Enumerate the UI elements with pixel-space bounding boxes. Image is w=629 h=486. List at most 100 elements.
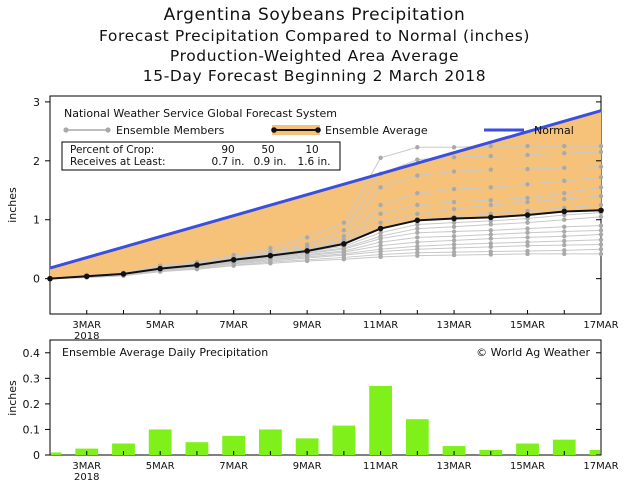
ensemble-member-point: [341, 257, 347, 262]
crop-table-row1-value-1: 90: [221, 144, 234, 156]
bottom-ytick-label: 0.1: [23, 423, 41, 436]
ensemble-member-point: [451, 224, 457, 229]
ensemble-member-point: [304, 235, 310, 240]
ensemble-member-point: [341, 220, 347, 225]
ensemble-member-point: [598, 246, 604, 252]
ensemble-member-point: [451, 238, 457, 243]
top-ytick-label: 1: [33, 214, 40, 227]
ensemble-average-point: [598, 207, 604, 214]
top-xtick-label: 7MAR: [219, 320, 248, 331]
ensemble-member-point: [562, 242, 567, 248]
daily-precip-bar: [589, 449, 600, 455]
crop-table-row1-value-3: 10: [305, 144, 318, 156]
ensemble-member-point: [415, 222, 420, 227]
legend-members-label: Ensemble Members: [116, 124, 225, 137]
ensemble-member-line: [49, 253, 601, 280]
ensemble-member-line: [49, 239, 602, 280]
crop-table: Percent of Crop: 90 50 10 Receives at Le…: [61, 141, 341, 171]
ensemble-member-point: [598, 149, 604, 155]
ensemble-member-point: [378, 236, 383, 241]
top-axis-ticks: 0 1 2 3 3MAR 5MAR 7MAR 9MAR 11MAR 13MAR 15MAR 17MAR…: [33, 96, 619, 342]
top-xtick-label: 5MAR: [146, 320, 175, 331]
ensemble-average-point: [304, 248, 310, 254]
ensemble-member-point: [451, 169, 457, 174]
ensemble-member-point: [562, 238, 567, 244]
ensemble-member-point: [415, 191, 420, 196]
ensemble-member-point: [488, 167, 493, 172]
ensemble-member-point: [451, 145, 457, 150]
top-ytick-label: 2: [33, 155, 40, 168]
ensemble-member-point: [488, 236, 493, 241]
bottom-ylabel: inches: [6, 380, 19, 416]
ensemble-member-point: [415, 211, 420, 217]
top-xtick-label: 9MAR: [293, 320, 322, 331]
ensemble-average-point: [341, 241, 347, 247]
ensemble-member-point: [562, 224, 567, 229]
ensemble-member-point: [562, 248, 567, 253]
ensemble-member-point: [598, 242, 604, 247]
ensemble-member-point: [525, 166, 530, 172]
crop-table-row2-label: Receives at Least:: [70, 156, 166, 168]
ensemble-member-point: [598, 185, 604, 190]
bottom-xtick-label: 11MAR: [363, 461, 398, 472]
ensemble-member-point: [562, 229, 567, 234]
ensemble-member-point: [378, 155, 383, 161]
ensemble-member-point: [415, 230, 420, 235]
bottom-xtick-label: 3MAR: [72, 461, 101, 472]
ensemble-member-point: [451, 199, 457, 205]
ensemble-average-point: [194, 262, 200, 268]
top-xtick-label: 15MAR: [510, 320, 545, 331]
ensemble-member-point: [415, 145, 420, 150]
ensemble-member-point: [488, 153, 493, 159]
daily-precip-bar: [112, 443, 135, 455]
ensemble-member-point: [525, 243, 530, 248]
ensemble-member-point: [562, 217, 567, 222]
ensemble-member-point: [598, 232, 604, 237]
ensemble-member-point: [268, 245, 273, 251]
bottom-xtick-label: 13MAR: [436, 461, 471, 472]
ensemble-member-point: [525, 239, 530, 245]
ensemble-member-point: [341, 234, 347, 239]
ensemble-member-point: [488, 252, 493, 257]
ensemble-member-point: [562, 143, 567, 149]
ensemble-average-point: [83, 273, 90, 280]
ensemble-member-point: [598, 237, 604, 242]
ensemble-member-point: [451, 245, 457, 251]
ensemble-average-point: [561, 208, 568, 215]
bottom-ytick-label: 0: [33, 449, 40, 462]
ensemble-member-point: [525, 182, 530, 187]
legend-average-label: Ensemble Average: [325, 124, 428, 137]
ensemble-member-point: [415, 239, 420, 245]
bottom-xtick-year: 2018: [74, 472, 99, 483]
bottom-chart: 0 0.1 0.2 0.3 0.4 3MAR 5MAR 7MAR 9MAR 11MAR 13MAR 1…: [6, 339, 619, 483]
daily-precip-bar: [405, 419, 429, 455]
crop-table-box: [61, 141, 341, 171]
top-data-layer: [47, 109, 604, 282]
ensemble-member-point: [488, 143, 493, 149]
top-ytick-label: 3: [33, 96, 40, 109]
top-xtick-year: 2018: [74, 331, 99, 342]
daily-precip-bar: [295, 438, 319, 455]
ensemble-member-point: [378, 211, 383, 217]
ensemble-member-point: [525, 226, 530, 231]
ensemble-member-point: [488, 202, 493, 208]
ensemble-member-point: [451, 155, 457, 160]
ensemble-member-point: [194, 267, 200, 272]
ensemble-member-point: [415, 157, 420, 162]
ensemble-member-point: [231, 263, 236, 268]
bottom-axis-ticks: 0 0.1 0.2 0.3 0.4 3MAR 5MAR 7MAR 9MAR 11MAR 13MAR 1…: [23, 347, 619, 483]
ensemble-member-point: [562, 191, 567, 196]
ensemble-member-point: [525, 195, 530, 201]
ensemble-member-point: [598, 193, 604, 199]
ensemble-average-point: [230, 256, 237, 263]
ensemble-member-point: [598, 143, 604, 149]
top-chart: National Weather Service Global Forecast…: [6, 95, 619, 342]
ensemble-member-point: [598, 214, 604, 219]
ensemble-member-line: [49, 145, 601, 280]
ensemble-member-point: [488, 222, 493, 227]
normal-deficit-area: [50, 110, 601, 279]
ensemble-member-point: [525, 152, 530, 158]
ensemble-member-point: [415, 226, 420, 231]
ensemble-average-point: [451, 215, 457, 222]
ensemble-member-point: [451, 186, 457, 192]
